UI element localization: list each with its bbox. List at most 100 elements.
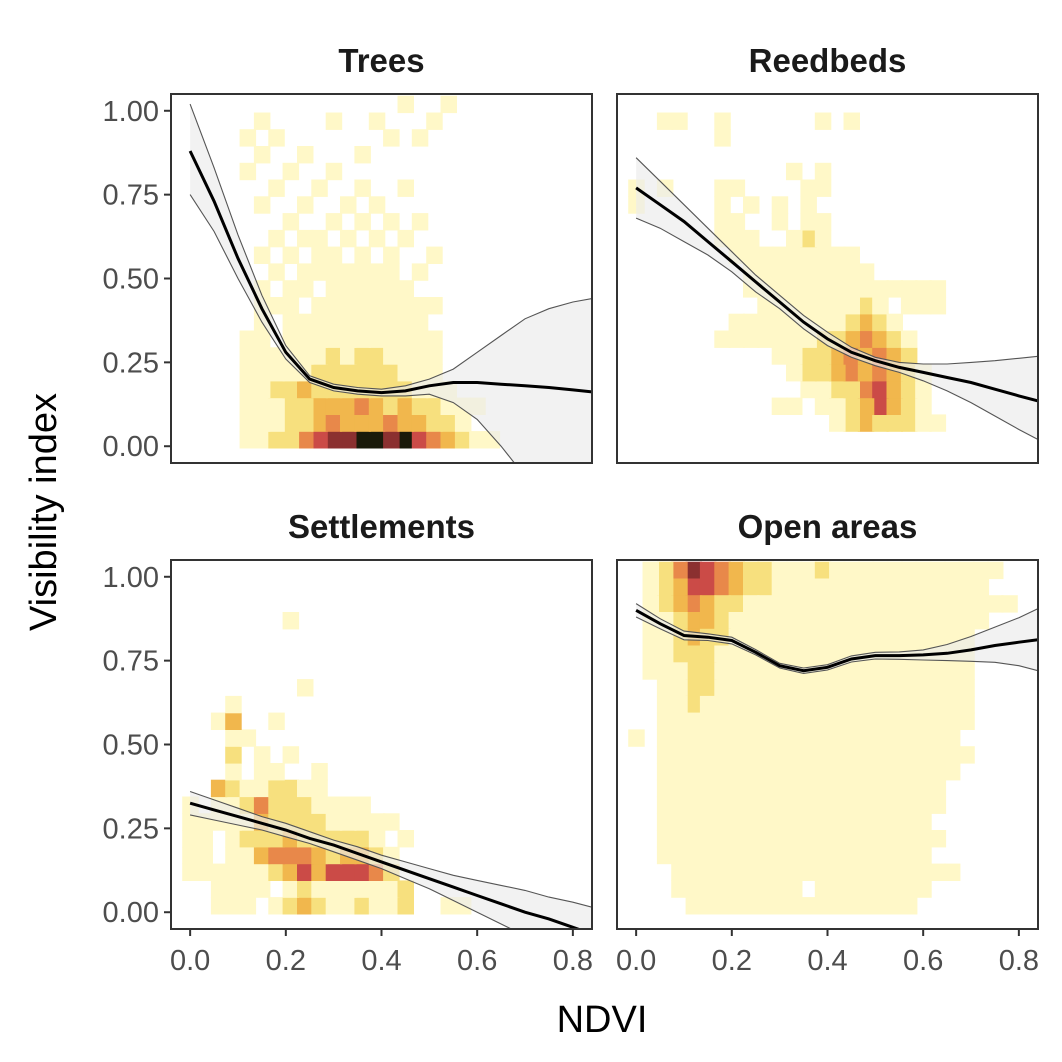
ribbon-lower-line	[635, 616, 1038, 674]
heatmap-bin	[771, 729, 789, 747]
heatmap-bin	[829, 779, 846, 798]
heatmap-bin	[771, 645, 789, 663]
heatmap-bin	[340, 796, 357, 814]
heatmap-bin	[239, 880, 257, 898]
confidence-ribbon	[190, 104, 592, 463]
heatmap-bin	[872, 796, 889, 814]
heatmap-bin	[814, 297, 832, 315]
heatmap-bin	[354, 213, 371, 231]
heatmap-bin	[800, 229, 817, 248]
heatmap-bin	[297, 330, 314, 348]
heatmap-bin	[857, 863, 875, 881]
heatmap-bin	[714, 712, 731, 730]
heatmap-bin	[699, 612, 717, 630]
heatmap-bin	[843, 297, 860, 315]
heatmap-bin	[800, 746, 817, 764]
heatmap-bin	[929, 414, 947, 432]
heatmap-bin	[714, 595, 731, 613]
heatmap-bin	[915, 880, 932, 898]
heatmap-bin	[800, 779, 817, 798]
heatmap-bin	[900, 330, 918, 348]
heatmap-bin	[829, 628, 846, 647]
heatmap-bin	[268, 846, 285, 865]
heatmap-bin	[743, 628, 760, 647]
heatmap-bin	[383, 364, 400, 382]
confidence-ribbon	[636, 157, 1038, 440]
heatmap-bin	[929, 779, 947, 798]
heatmap-bin	[771, 595, 789, 613]
heatmap-bin	[354, 414, 371, 432]
heatmap-bin	[728, 880, 746, 898]
panel-plot-area	[628, 561, 1038, 915]
heatmap-bin	[699, 578, 717, 596]
panel-title: Reedbeds	[749, 42, 907, 79]
panel-plot-area	[182, 612, 592, 929]
heatmap-bin	[829, 364, 846, 382]
heatmap-bin	[872, 595, 889, 613]
heatmap-bin	[671, 712, 688, 730]
heatmap-bin	[268, 380, 285, 399]
heatmap-bin	[411, 213, 429, 231]
heatmap-bin	[239, 897, 257, 915]
heatmap-bin	[411, 347, 429, 365]
heatmap-bin	[915, 796, 932, 814]
heatmap-bin	[397, 280, 414, 298]
heatmap-bin	[900, 712, 918, 730]
heatmap-bin	[814, 712, 832, 730]
heatmap-bin	[714, 830, 731, 848]
smooth-line	[635, 186, 1038, 403]
heatmap-bin	[297, 796, 314, 814]
heatmap-bin	[282, 246, 300, 264]
heatmap-bin	[297, 863, 314, 881]
heatmap-bin	[872, 280, 889, 298]
heatmap-bin	[714, 196, 731, 214]
heatmap-bin	[743, 595, 760, 613]
heatmap-bin	[800, 695, 817, 714]
heatmap-bin	[900, 695, 918, 714]
heatmap-bin	[929, 280, 947, 298]
heatmap-bin	[886, 578, 903, 596]
heatmap-bin	[268, 297, 285, 315]
heatmap-bin	[800, 280, 817, 298]
heatmap-bin	[843, 796, 860, 814]
heatmap-bin	[383, 129, 400, 147]
heatmap-bin	[814, 263, 832, 281]
heatmap-bin	[728, 662, 746, 680]
heatmap-bin	[800, 196, 817, 214]
heatmap-bin	[325, 297, 343, 315]
heatmap-bin	[728, 612, 746, 630]
panel-border	[616, 93, 1039, 464]
heatmap-bin	[714, 880, 731, 898]
heatmap-bin	[857, 313, 875, 332]
heatmap-bin	[814, 112, 832, 130]
y-tick-label: 0.00	[103, 897, 159, 929]
heatmap-bin	[800, 628, 817, 647]
heatmap-bin	[929, 595, 947, 613]
heatmap-bin	[771, 813, 789, 831]
heatmap-bin	[268, 129, 285, 147]
heatmap-bin	[714, 763, 731, 781]
heatmap-bin	[728, 313, 746, 332]
heatmap-bin	[268, 179, 285, 197]
heatmap-bin	[728, 595, 746, 613]
heatmap-bin	[843, 280, 860, 298]
heatmap-bin	[743, 330, 760, 348]
heatmap-bin	[383, 330, 400, 348]
heatmap-bin	[368, 431, 386, 449]
heatmap-bin	[929, 612, 947, 630]
heatmap-bin	[440, 897, 457, 915]
heatmap-bin	[426, 347, 443, 365]
heatmap-bin	[743, 779, 760, 798]
heatmap-bin	[685, 712, 703, 730]
heatmap-bin	[771, 846, 789, 865]
ribbon-upper-line	[635, 157, 1038, 365]
ribbon-lower-line	[189, 814, 513, 929]
heatmap-bin	[728, 695, 746, 714]
heatmap-bin	[886, 796, 903, 814]
heatmap-bin	[311, 846, 328, 865]
heatmap-bin	[354, 179, 371, 197]
heatmap-bin	[987, 561, 1004, 580]
heatmap-bin	[642, 628, 659, 647]
heatmap-bin	[900, 897, 918, 915]
heatmap-bin	[728, 712, 746, 730]
